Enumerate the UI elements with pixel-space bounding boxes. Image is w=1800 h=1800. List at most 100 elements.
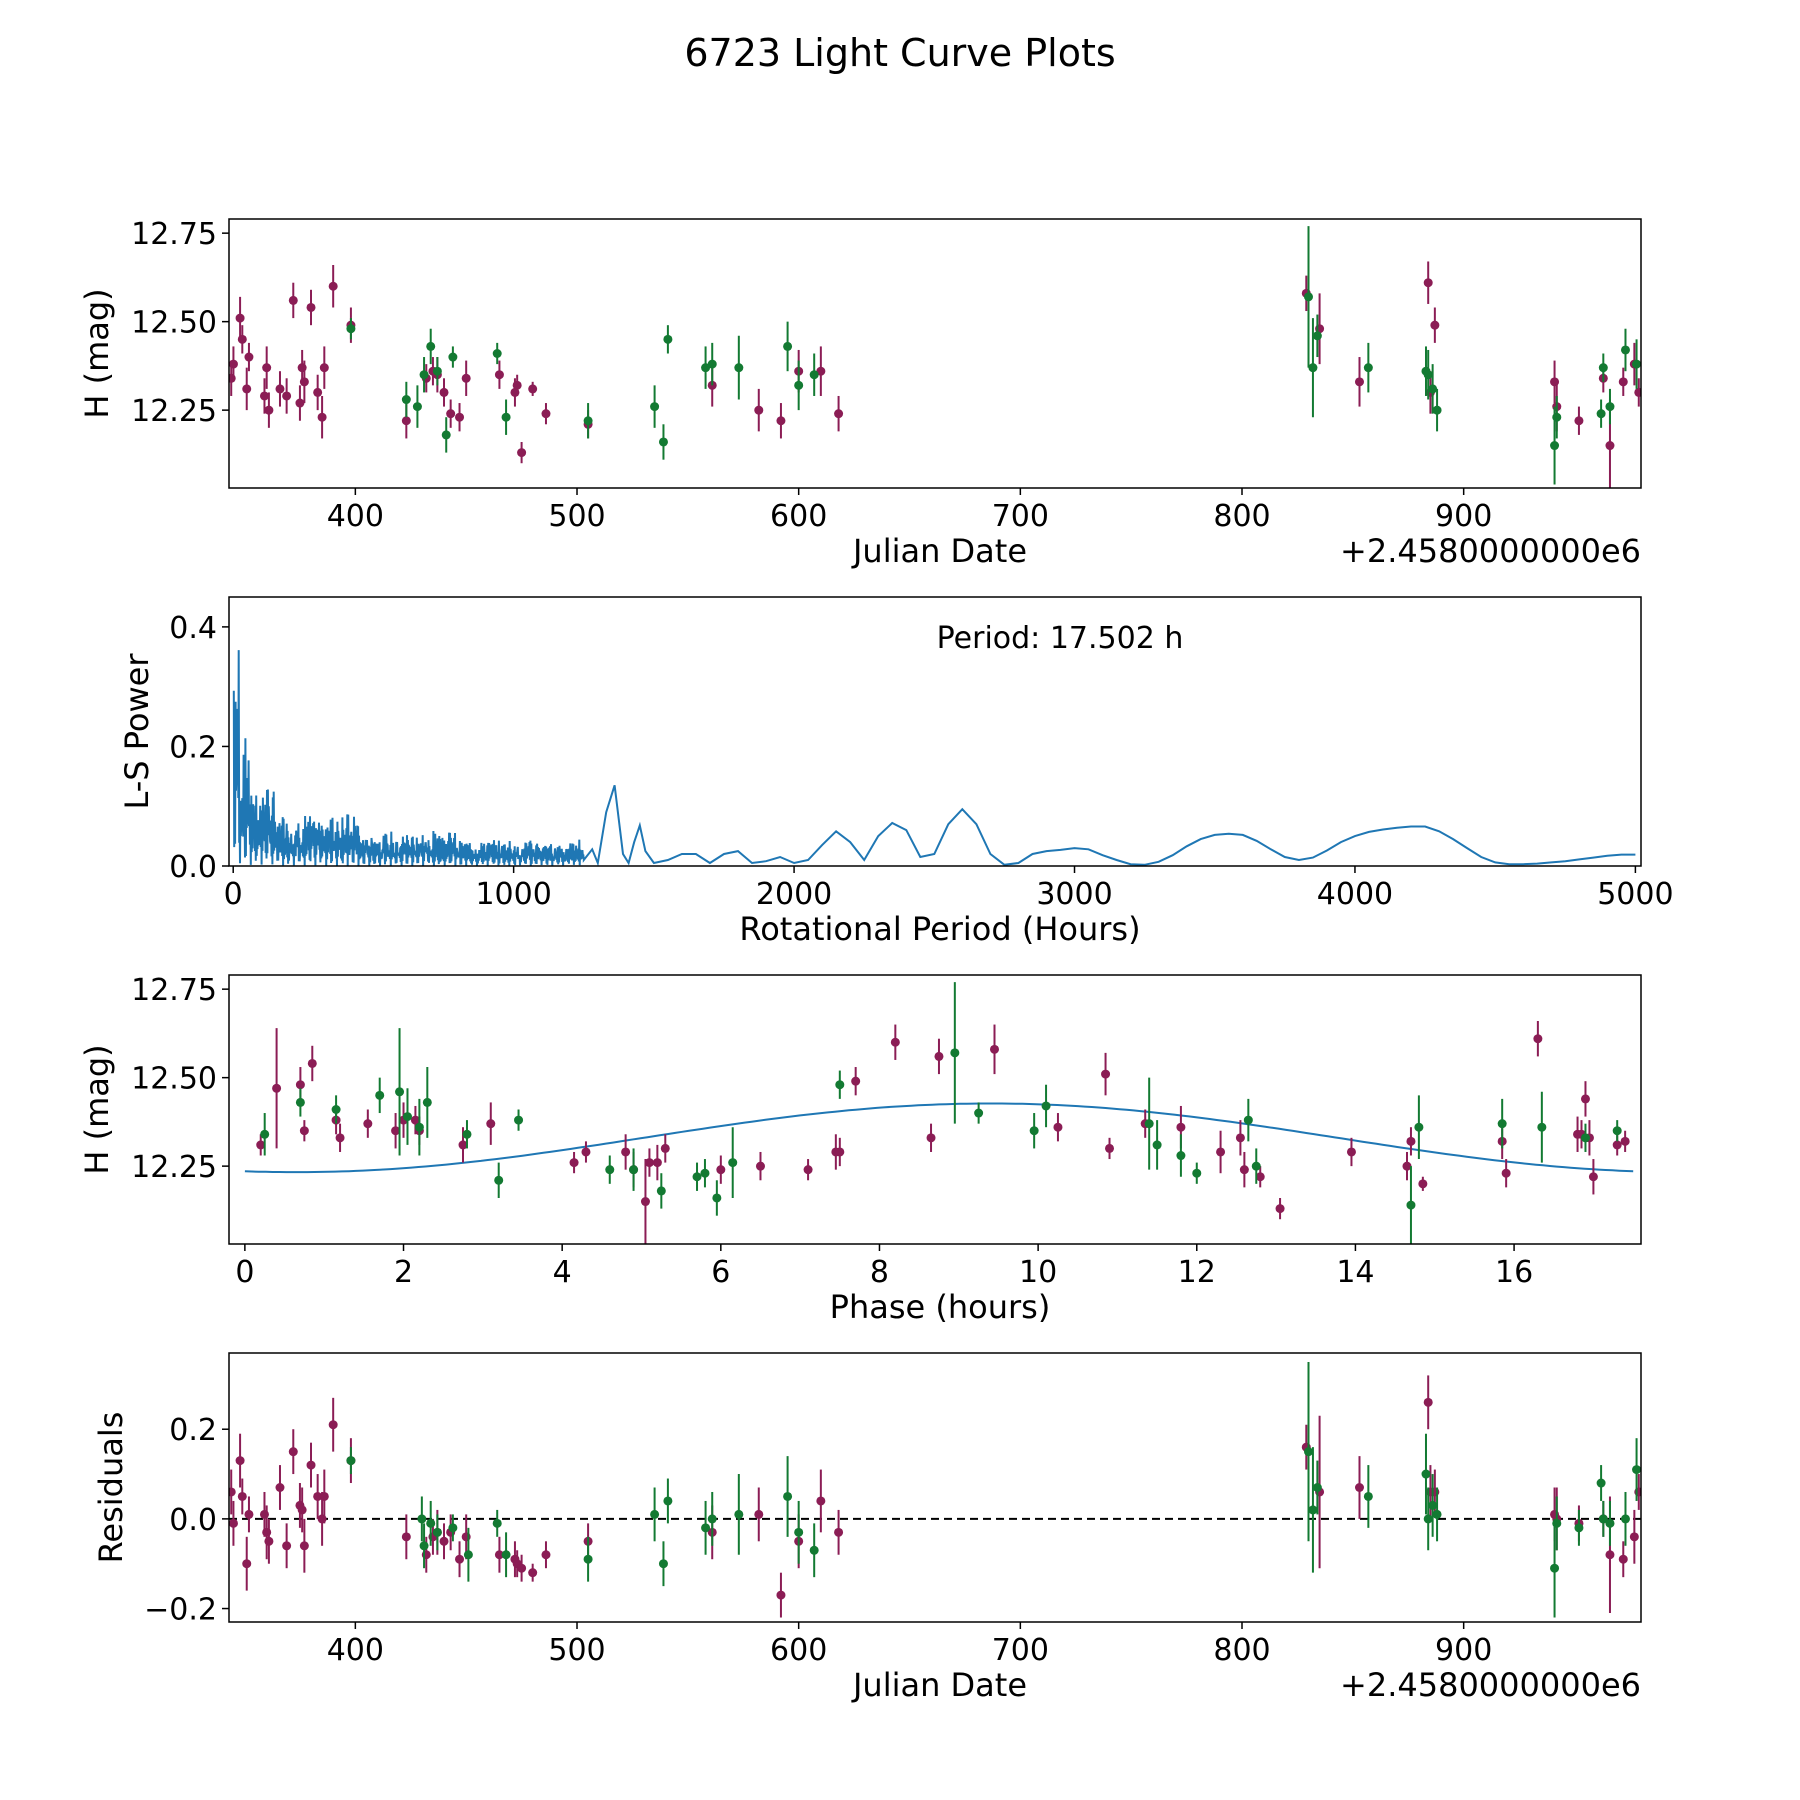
data-point: [707, 359, 717, 369]
x-tick-label: 4000: [1317, 877, 1393, 912]
data-point: [299, 377, 309, 387]
data-point: [295, 1097, 305, 1107]
data-point: [313, 1491, 323, 1501]
data-point: [402, 1112, 412, 1122]
data-point: [629, 1165, 639, 1175]
data-point: [1580, 1094, 1590, 1104]
y-tick-label: 0.0: [169, 1503, 217, 1538]
data-point: [494, 1550, 504, 1560]
data-point: [1596, 1478, 1606, 1488]
data-point: [834, 1527, 844, 1537]
data-point: [295, 1080, 305, 1090]
data-point: [319, 363, 329, 373]
data-point: [264, 1536, 274, 1546]
data-point: [776, 416, 786, 426]
data-point: [1618, 377, 1628, 387]
data-point: [1308, 363, 1318, 373]
data-point: [583, 1554, 593, 1564]
data-point: [1550, 1563, 1560, 1573]
periodogram-y-axis-label: L-S Power: [118, 653, 156, 810]
data-point: [890, 1037, 900, 1047]
residuals-series-green: [346, 1361, 1641, 1618]
x-tick-label: 12: [1178, 1255, 1216, 1290]
data-point: [1612, 1126, 1622, 1136]
data-point: [934, 1051, 944, 1061]
data-point: [295, 398, 305, 408]
data-point: [1029, 1126, 1039, 1136]
residuals-panel: 400 500 600 700 800 900 −0.2 0.0 0.2 Julian Date R…: [92, 1352, 1642, 1704]
phased-series-magenta: [256, 1021, 1630, 1244]
data-point: [242, 384, 252, 394]
data-point: [783, 1491, 793, 1501]
y-tick-label: 0.2: [169, 1413, 217, 1448]
data-point: [391, 1126, 401, 1136]
data-point: [282, 391, 292, 401]
data-point: [288, 295, 298, 305]
data-point: [514, 1115, 524, 1125]
phased-y-axis-label: H (mag): [78, 1044, 116, 1174]
data-point: [1533, 1034, 1543, 1044]
x-tick-label: 1000: [475, 877, 551, 912]
data-point: [974, 1108, 984, 1118]
data-point: [410, 1115, 420, 1125]
data-point: [419, 1541, 429, 1551]
x-tick-label: 2: [394, 1255, 413, 1290]
data-point: [346, 324, 356, 334]
data-point: [851, 1076, 861, 1086]
data-point: [414, 1122, 424, 1132]
periodogram-panel: Period: 17.502 h 0 1000 2000 3000 4000 5000 0.0…: [118, 596, 1674, 948]
data-point: [401, 416, 411, 426]
data-point: [1432, 405, 1442, 415]
data-point: [755, 1161, 765, 1171]
data-point: [1176, 1122, 1186, 1132]
data-point: [541, 409, 551, 419]
data-point: [432, 366, 442, 376]
data-point: [1354, 1483, 1364, 1492]
data-point: [1634, 387, 1641, 397]
x-tick-label: 8: [870, 1255, 889, 1290]
data-point: [264, 405, 274, 415]
data-point: [728, 1158, 738, 1168]
data-point: [463, 1550, 473, 1560]
phased-x-axis-label: Phase (hours): [830, 1288, 1051, 1326]
lightcurve-plot-area: [229, 226, 1641, 488]
data-point: [1632, 1465, 1641, 1475]
lightcurve-x-axis-label: Julian Date: [851, 532, 1027, 570]
data-point: [275, 384, 285, 394]
data-point: [448, 1523, 458, 1533]
phased-panel: 0 2 4 6 8 10 12 14 16 12.25 12.50 12.75 Phase (hours…: [78, 973, 1642, 1326]
data-point: [419, 370, 429, 380]
data-point: [328, 281, 338, 291]
data-point: [282, 1541, 292, 1551]
data-point: [299, 1541, 309, 1551]
y-tick-label: 12.75: [131, 973, 217, 1008]
data-point: [663, 334, 673, 344]
data-point: [1598, 363, 1608, 373]
data-point: [650, 402, 660, 412]
data-point: [569, 1158, 579, 1168]
data-point: [432, 1527, 442, 1537]
data-point: [1308, 1505, 1318, 1515]
data-point: [1304, 1447, 1314, 1457]
periodogram-axes-frame: [228, 596, 1642, 867]
data-point: [1101, 1069, 1111, 1079]
residuals-y-axis-label: Residuals: [92, 1412, 130, 1564]
data-point: [1192, 1168, 1202, 1178]
lightcurve-offset-text: +2.4580000000e6: [1340, 532, 1641, 570]
data-point: [501, 1550, 511, 1560]
data-point: [1596, 409, 1606, 419]
data-point: [1574, 416, 1584, 426]
data-point: [692, 1172, 702, 1182]
data-point: [583, 416, 593, 426]
data-point: [1552, 1518, 1562, 1528]
data-point: [1605, 1550, 1615, 1560]
data-point: [1612, 1140, 1622, 1150]
period-annotation: Period: 17.502 h: [937, 621, 1184, 656]
data-point: [412, 402, 422, 412]
data-point: [1363, 1491, 1373, 1501]
data-point: [1537, 1122, 1547, 1132]
data-point: [1501, 1168, 1511, 1178]
data-point: [1402, 1161, 1412, 1171]
data-point: [401, 1532, 411, 1542]
periodogram-series-line: [232, 650, 1636, 866]
